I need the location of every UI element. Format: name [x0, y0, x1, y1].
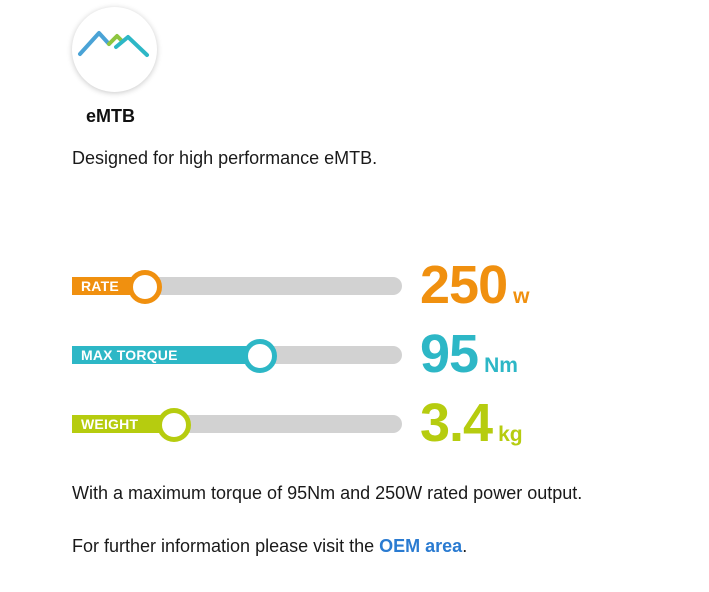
spec-number: 95	[420, 324, 479, 384]
spec-fill	[72, 346, 260, 364]
spec-bar-weight: WEIGHT	[72, 404, 412, 444]
spec-value-weight: 3.4 kg	[420, 392, 523, 454]
spec-slider-knob[interactable]	[243, 339, 277, 373]
product-name: eMTB	[86, 106, 135, 126]
product-tagline: Designed for high performance eMTB.	[72, 148, 378, 168]
info-line: For further information please visit the…	[72, 536, 467, 557]
spec-unit: Nm	[484, 354, 518, 377]
spec-label-rate: RATE	[81, 278, 119, 294]
info-prefix: For further information please visit the	[72, 536, 380, 556]
spec-value-rate: 250 w	[420, 254, 529, 316]
spec-bar-rate: RATE	[72, 266, 412, 306]
spec-number: 3.4	[420, 393, 493, 453]
product-logo	[72, 7, 157, 92]
spec-label-weight: WEIGHT	[81, 416, 139, 432]
spec-fill	[72, 415, 174, 433]
spec-number: 250	[420, 255, 508, 315]
spec-value-max-torque: 95 Nm	[420, 323, 518, 385]
spec-fill	[72, 277, 145, 295]
spec-unit: kg	[498, 423, 523, 446]
spec-slider-knob[interactable]	[157, 408, 191, 442]
spec-bar-max-torque: MAX TORQUE	[72, 335, 412, 375]
spec-summary: With a maximum torque of 95Nm and 250W r…	[72, 483, 583, 503]
oem-area-link[interactable]: OEM area	[379, 536, 463, 556]
info-suffix: .	[462, 536, 468, 556]
mountain-peaks-logo-icon	[78, 31, 149, 57]
spec-unit: w	[513, 285, 530, 308]
spec-slider-knob[interactable]	[128, 270, 162, 304]
spec-label-max-torque: MAX TORQUE	[81, 347, 178, 363]
